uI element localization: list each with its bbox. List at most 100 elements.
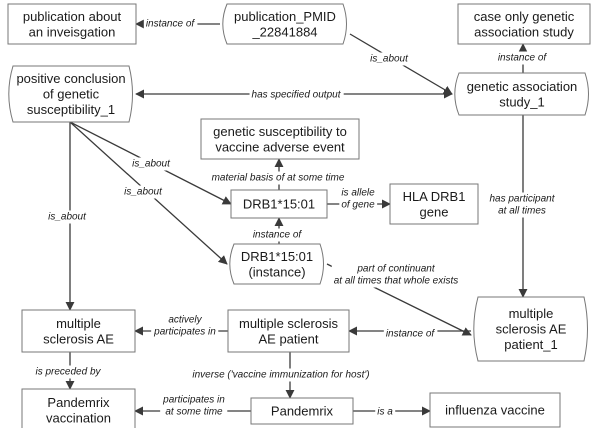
edge-label-ae-preceded: is preceded by bbox=[33, 365, 104, 379]
node-box bbox=[457, 3, 591, 45]
node-label-line: case only genetic bbox=[474, 9, 575, 24]
edge-label-bg bbox=[383, 327, 438, 341]
node-doc-box bbox=[222, 3, 347, 45]
node-label-line: vaccine adverse event bbox=[215, 139, 345, 154]
edge-label-text: is_about bbox=[132, 159, 171, 170]
node-label-line: association study bbox=[474, 24, 574, 39]
edge-label-bg bbox=[209, 171, 347, 185]
node-box bbox=[200, 118, 360, 160]
edge-label-bg bbox=[331, 262, 461, 288]
node-box bbox=[227, 309, 350, 353]
edge-label-bg bbox=[151, 313, 219, 339]
node-box bbox=[21, 309, 136, 353]
edge-label-text: participates in bbox=[153, 327, 216, 338]
edge-label-patient1-instance: instance of bbox=[383, 327, 438, 341]
node-box bbox=[389, 183, 479, 225]
edge-label-text: inverse ('vaccine immunization for host'… bbox=[192, 370, 369, 381]
edge-label-text: of gene bbox=[341, 200, 375, 211]
edge-label-bg bbox=[143, 17, 198, 31]
node-label-line: publication_PMID bbox=[234, 9, 336, 24]
node-label-line: vaccination bbox=[46, 410, 111, 425]
edge-label-text: is_about bbox=[370, 54, 409, 65]
node-box bbox=[250, 397, 354, 425]
node-drb1-inst: DRB1*15:01(instance) bbox=[229, 243, 324, 285]
edge-label-text: part of continuant bbox=[356, 264, 435, 275]
edge-label-concl-about-drb1: is_about bbox=[130, 157, 174, 171]
edge-label-text: instance of bbox=[498, 53, 548, 64]
node-box bbox=[230, 189, 328, 219]
node-label-line: sclerosis AE bbox=[43, 331, 114, 346]
edge-label-bg bbox=[33, 365, 104, 379]
edge-label-text: is_about bbox=[48, 212, 87, 223]
node-pub-pmid: publication_PMID_22841884 bbox=[222, 3, 347, 45]
node-doc-box bbox=[454, 72, 589, 116]
node-label-line: susceptibility_1 bbox=[27, 102, 115, 117]
node-label-line: AE patient bbox=[259, 331, 319, 346]
node-label-line: multiple sclerosis bbox=[239, 316, 338, 331]
node-label-line: multiple bbox=[509, 306, 554, 321]
node-box bbox=[429, 392, 561, 428]
edge-label-text: at all times that whole exists bbox=[334, 276, 459, 287]
edge-label-text: participates in bbox=[162, 395, 225, 406]
edge-label-text: is_about bbox=[124, 187, 163, 198]
edge-label-bg bbox=[487, 192, 558, 218]
edge-label-text: at all times bbox=[498, 206, 546, 217]
edge-label-bg bbox=[250, 228, 305, 242]
edge-label-bg bbox=[375, 405, 396, 419]
edge-label-bg bbox=[122, 185, 166, 199]
edge-label-pmid-about: is_about bbox=[368, 52, 412, 66]
edge-label-bg bbox=[495, 51, 550, 65]
edge-label-text: actively bbox=[168, 315, 202, 326]
node-drb1: DRB1*15:01 bbox=[230, 189, 328, 219]
node-label-line: multiple bbox=[56, 316, 101, 331]
node-label-line: an inveisgation bbox=[29, 24, 116, 39]
edge-label-bg bbox=[339, 186, 378, 212]
node-label-line: gene bbox=[420, 204, 449, 219]
edge-label-concl-about-ae: is_about bbox=[46, 210, 90, 224]
edge-label-text: instance of bbox=[386, 329, 436, 340]
node-doc-box bbox=[229, 243, 324, 285]
edge-label-pandemrix-isa: is a bbox=[375, 405, 396, 419]
edge-label-bg bbox=[160, 393, 228, 419]
edge-label-text: has specified output bbox=[252, 90, 342, 101]
edge-label-concl-about-inst: is_about bbox=[122, 185, 166, 199]
node-label-line: genetic association bbox=[467, 79, 578, 94]
edge-label-bg bbox=[46, 210, 90, 224]
edge-label-text: at some time bbox=[165, 407, 223, 418]
edge-label-bg bbox=[190, 368, 372, 382]
edge-label-text: has participant bbox=[489, 194, 555, 205]
node-label-line: DRB1*15:01 bbox=[243, 197, 315, 212]
node-label-line: study_1 bbox=[499, 94, 545, 109]
node-label-line: Pandemrix bbox=[271, 404, 334, 419]
node-box bbox=[7, 3, 137, 45]
node-flu: influenza vaccine bbox=[429, 392, 561, 428]
edge-label-pandemrix-participates: participates inat some time bbox=[160, 393, 228, 419]
node-label-line: publication about bbox=[23, 9, 122, 24]
node-doc-box bbox=[8, 65, 133, 123]
edge-label-gas-output: has specified output bbox=[249, 88, 344, 102]
edge-label-text: material basis of at some time bbox=[212, 173, 345, 184]
edge-label-bg bbox=[368, 52, 412, 66]
node-box bbox=[21, 388, 136, 428]
node-label-line: genetic susceptibility to bbox=[213, 124, 347, 139]
edge-label-text: instance of bbox=[146, 19, 196, 30]
node-label-line: patient_1 bbox=[504, 337, 558, 352]
node-label-line: positive conclusion bbox=[16, 71, 125, 86]
edge-label-drb1-basis: material basis of at some time bbox=[209, 171, 347, 185]
node-label-line: of genetic bbox=[43, 87, 100, 102]
edge-label-bg bbox=[249, 88, 344, 102]
node-label-line: influenza vaccine bbox=[445, 403, 545, 418]
